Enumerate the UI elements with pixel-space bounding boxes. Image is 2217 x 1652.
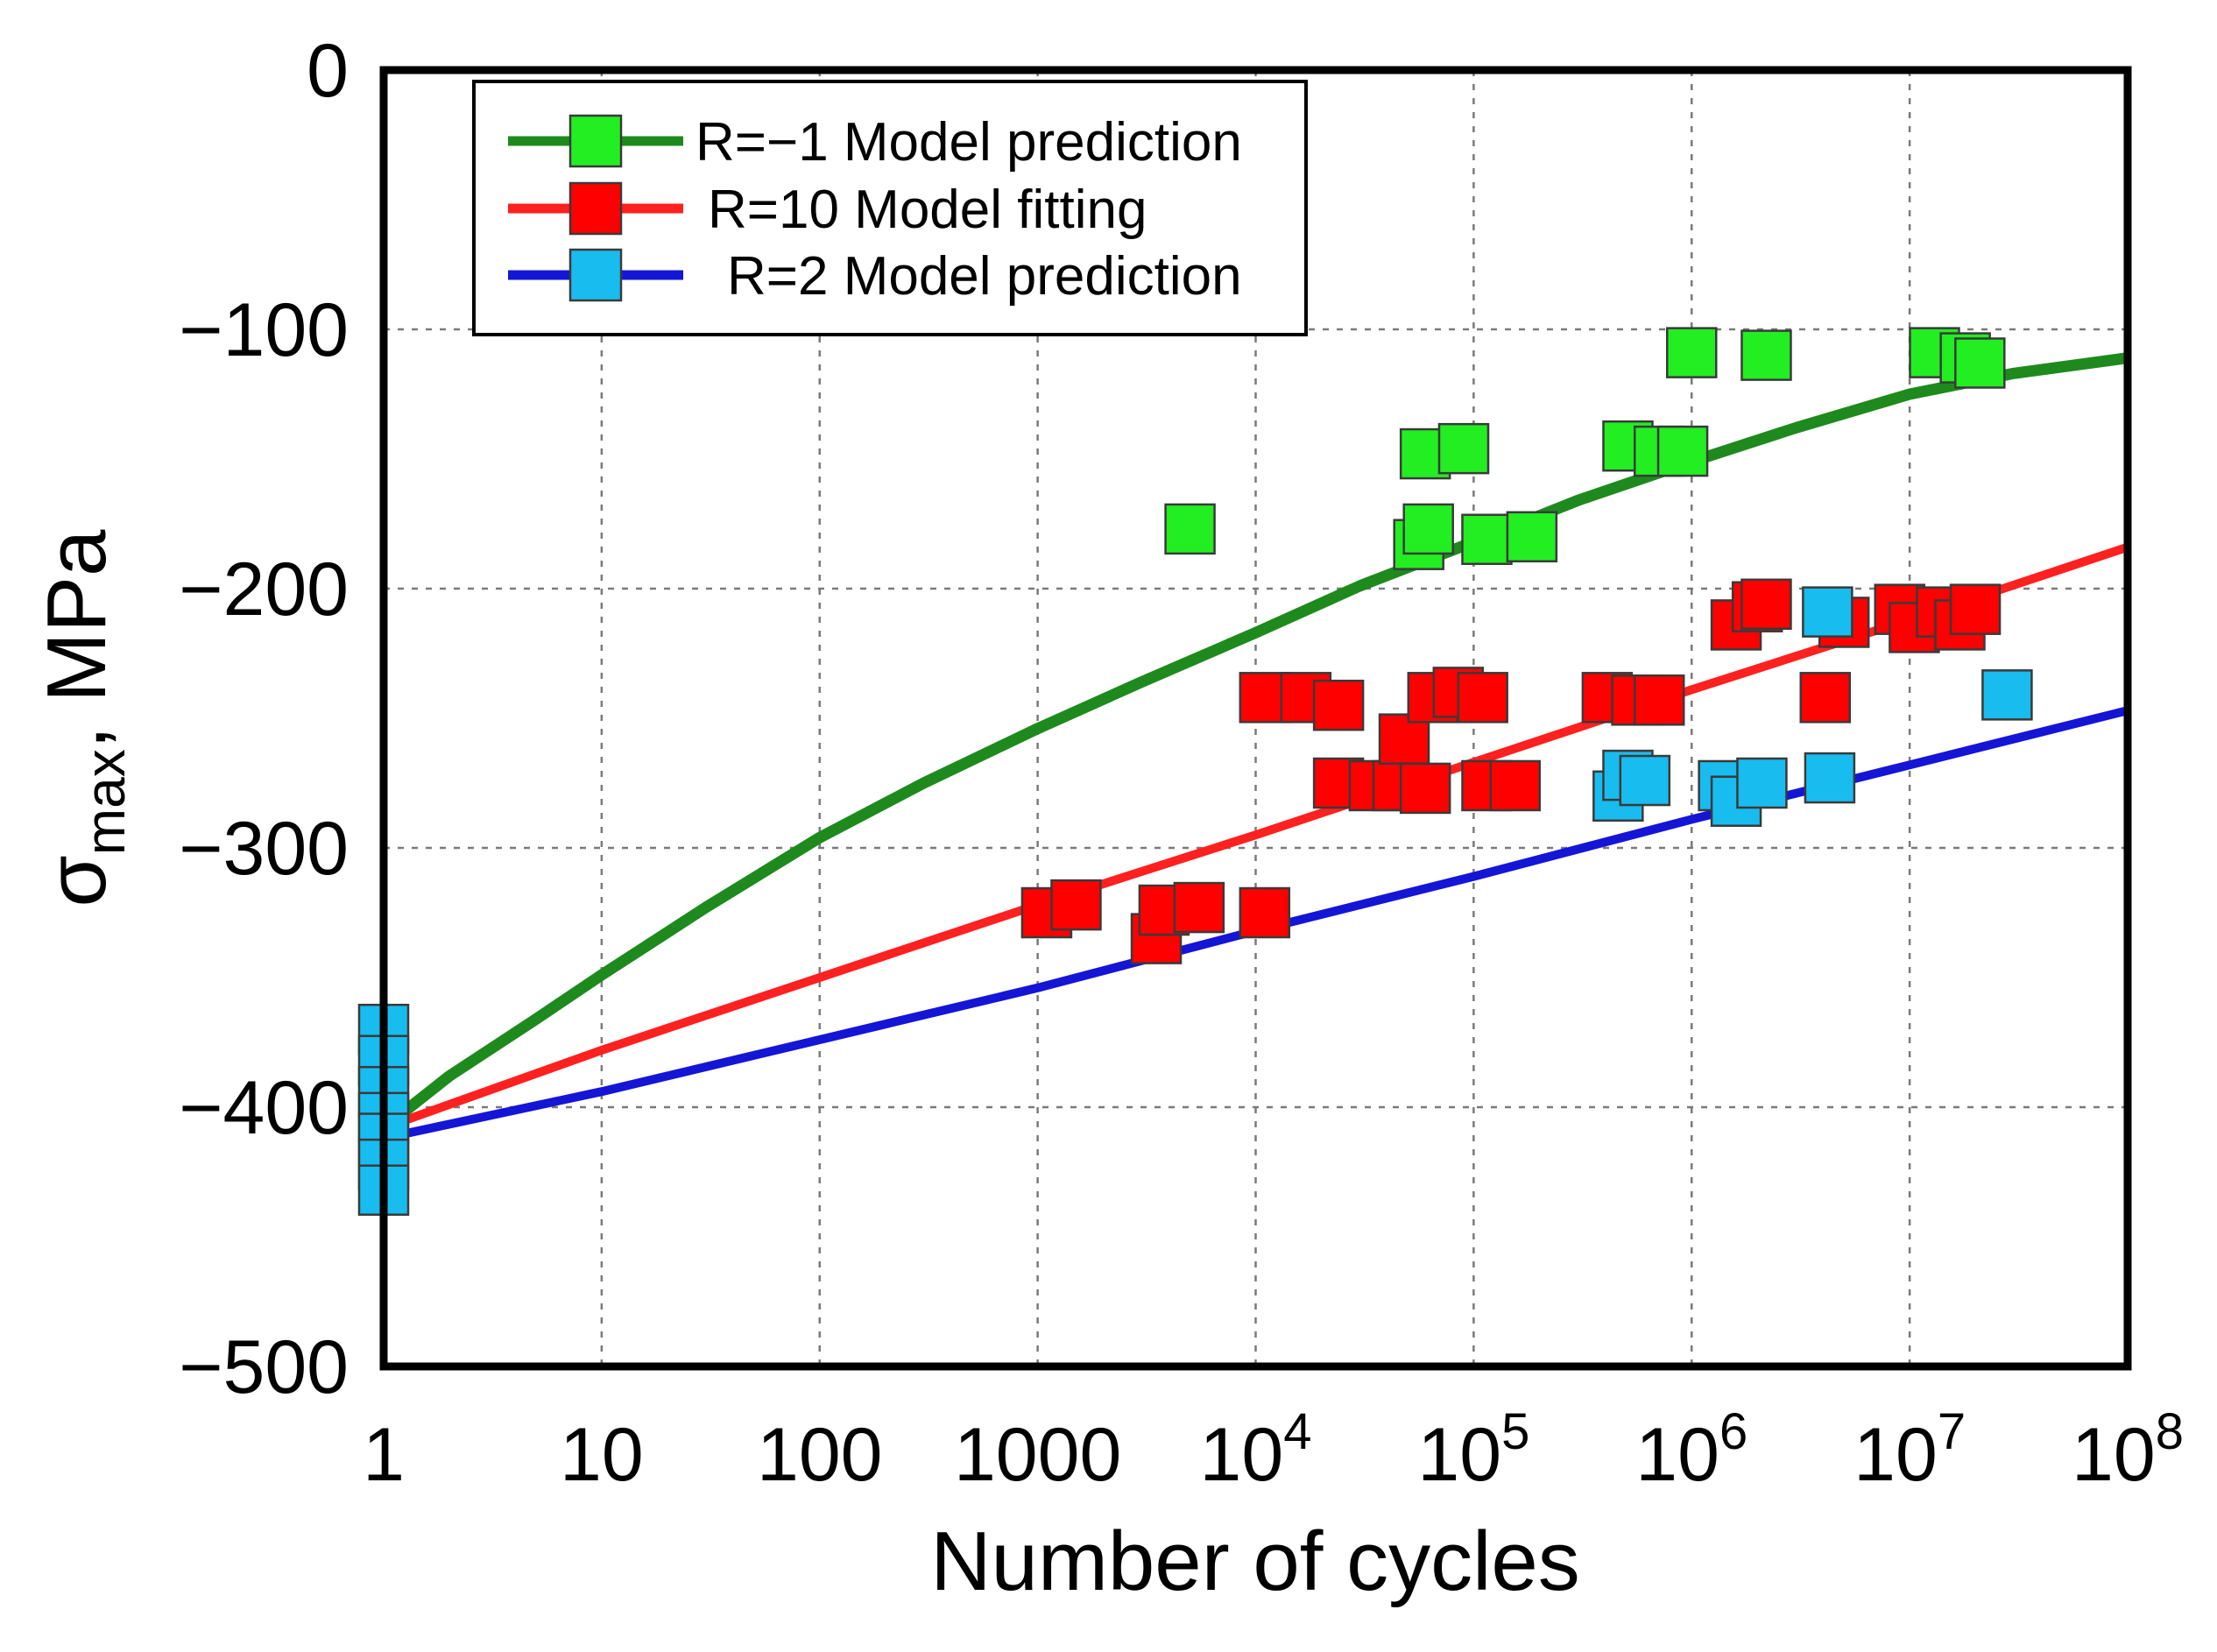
data-point-series-2 [1799, 672, 1852, 724]
data-point-series-3 [1619, 754, 1671, 807]
data-point-series-2 [1633, 674, 1685, 726]
y-tick-label: −200 [179, 547, 349, 632]
x-tick-label: 108 [2072, 1403, 2184, 1497]
y-tick-label: 0 [307, 29, 349, 113]
y-axis-title: σmax, MPa [30, 529, 137, 907]
x-tick-label: 1000 [954, 1413, 1121, 1497]
data-point-series-1 [1164, 503, 1216, 555]
data-point-series-3 [1802, 586, 1853, 638]
y-tick-label: −400 [179, 1066, 349, 1150]
legend-marker-2 [568, 181, 623, 236]
y-tick-label: −300 [179, 807, 349, 891]
svg-text:σmax, MPa: σmax, MPa [30, 529, 137, 907]
data-point-series-3 [1981, 669, 2033, 721]
data-point-series-2 [1378, 713, 1430, 765]
y-tick-labels: 0 −100 −200 −300 −400 −500 [179, 29, 349, 1409]
data-points [357, 327, 2033, 1216]
data-point-series-1 [1656, 425, 1709, 477]
x-tick-label: 10 [560, 1413, 644, 1497]
legend-label-3: R=2 Model prediction [727, 246, 1242, 307]
x-axis-title: Number of cycles [930, 1514, 1580, 1608]
legend: R=−1 Model prediction R=10 Model fittingR… [472, 80, 1308, 336]
x-tick-label: 1 [363, 1413, 405, 1497]
legend-marker-3 [568, 248, 623, 302]
data-point-series-1 [1461, 513, 1513, 566]
data-point-series-2 [1889, 602, 1940, 653]
y-axis-unit: , MPa [30, 529, 124, 749]
data-point-series-1 [1666, 327, 1718, 378]
plot-frame [379, 66, 2132, 1371]
y-axis-subscript: max [74, 749, 137, 855]
data-point-series-2 [1457, 672, 1508, 724]
x-tick-label: 105 [1417, 1403, 1529, 1497]
x-tick-label: 106 [1635, 1403, 1747, 1497]
legend-label-2: R=10 Model fitting [708, 180, 1147, 240]
legend-marker-1 [568, 114, 623, 168]
y-axis-symbol: σ [30, 855, 124, 907]
x-tick-label: 104 [1200, 1403, 1312, 1497]
data-point-series-2 [1489, 759, 1541, 812]
y-tick-label: −500 [179, 1325, 349, 1409]
data-point-series-2 [1173, 881, 1225, 934]
data-point-series-1 [1437, 422, 1490, 475]
x-tick-label: 100 [757, 1413, 883, 1497]
x-tick-label: 107 [1853, 1403, 1966, 1497]
data-point-series-3 [1804, 752, 1856, 804]
data-point-series-2 [1949, 583, 2002, 635]
data-point-series-1 [1506, 511, 1558, 563]
y-tick-label: −100 [179, 288, 349, 372]
data-point-series-2 [1740, 578, 1792, 631]
data-point-series-1 [1402, 503, 1454, 555]
data-point-series-2 [1312, 679, 1365, 731]
data-point-series-1 [1954, 337, 2006, 389]
data-point-series-2 [1050, 879, 1102, 931]
legend-label-1: R=−1 Model prediction [695, 112, 1242, 173]
model-curve-1 [379, 352, 2129, 1133]
data-point-series-1 [1740, 329, 1792, 381]
data-point-series-3 [1736, 757, 1788, 809]
x-tick-labels: 1 10 100 1000 104 105 106 107 108 [363, 1403, 2184, 1497]
data-point-series-2 [1399, 762, 1451, 815]
data-point-series-2 [1239, 886, 1291, 939]
